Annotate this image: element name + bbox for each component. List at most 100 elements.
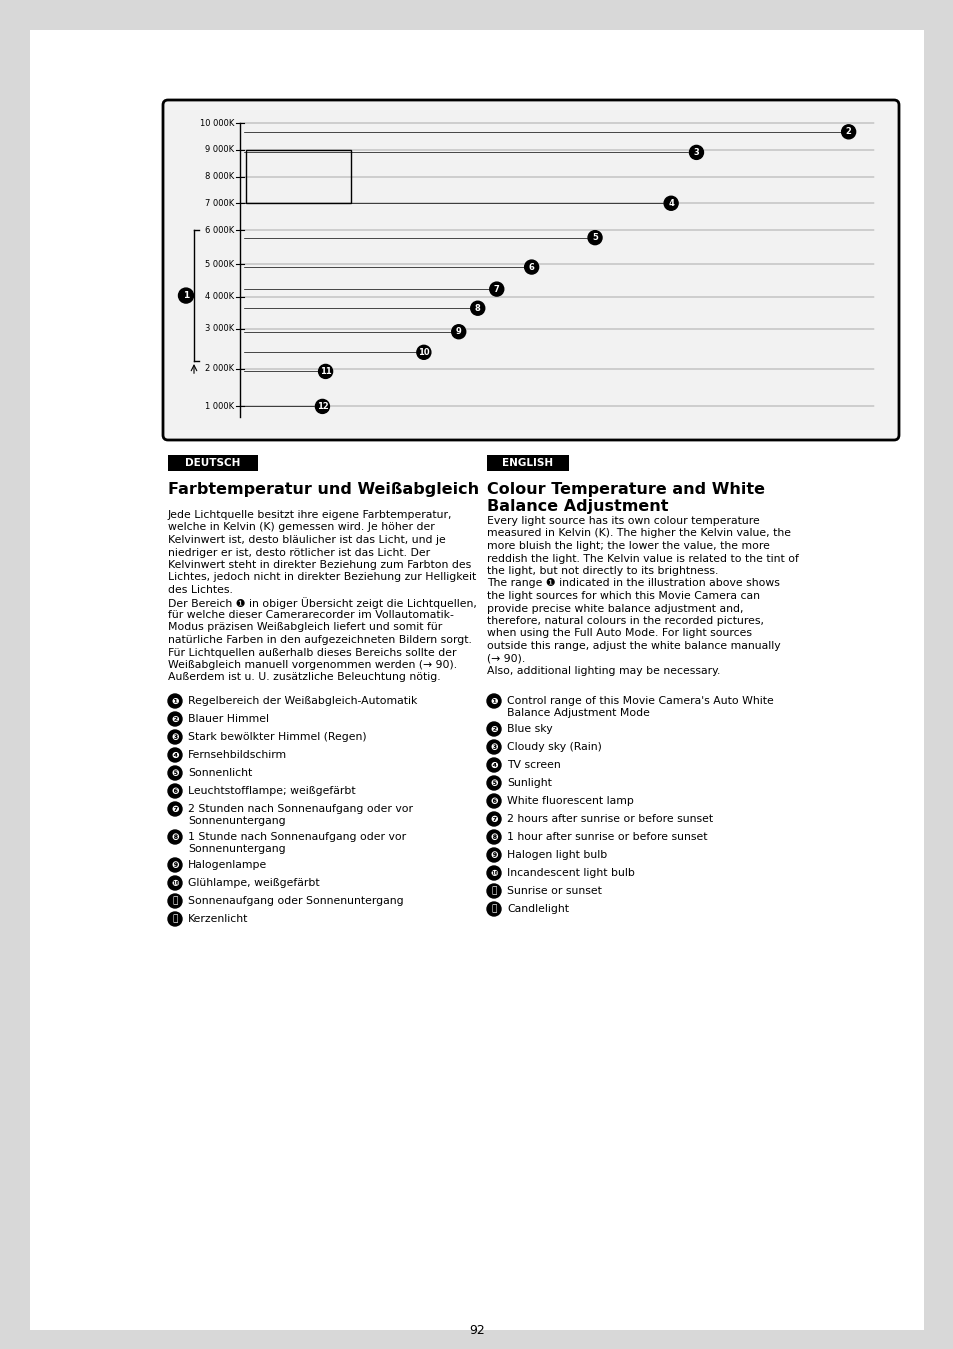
Text: outside this range, adjust the white balance manually: outside this range, adjust the white bal…: [486, 641, 780, 652]
Text: Kelvinwert ist, desto bläulicher ist das Licht, und je: Kelvinwert ist, desto bläulicher ist das…: [168, 536, 445, 545]
Text: ❽: ❽: [171, 832, 178, 842]
Text: DEUTSCH: DEUTSCH: [185, 459, 240, 468]
Text: Also, additional lighting may be necessary.: Also, additional lighting may be necessa…: [486, 666, 720, 676]
Text: ❼: ❼: [490, 815, 497, 823]
Text: ❼: ❼: [171, 804, 178, 813]
Text: 1 000K: 1 000K: [205, 402, 233, 411]
Circle shape: [486, 795, 500, 808]
Circle shape: [168, 712, 182, 726]
Text: 10: 10: [417, 348, 429, 357]
Text: Regelbereich der Weißabgleich-Automatik: Regelbereich der Weißabgleich-Automatik: [188, 696, 417, 706]
Text: 2: 2: [844, 127, 851, 136]
Text: Sonnenlicht: Sonnenlicht: [188, 768, 252, 778]
Text: 11: 11: [319, 367, 331, 376]
Text: 4: 4: [667, 198, 674, 208]
Circle shape: [689, 146, 702, 159]
Text: Für Lichtquellen außerhalb dieses Bereichs sollte der: Für Lichtquellen außerhalb dieses Bereic…: [168, 648, 456, 657]
Text: ❷: ❷: [171, 715, 178, 723]
Text: 5: 5: [592, 233, 598, 243]
Text: Halogenlampe: Halogenlampe: [188, 861, 267, 870]
Text: The range ❶ indicated in the illustration above shows: The range ❶ indicated in the illustratio…: [486, 579, 779, 588]
Text: Candlelight: Candlelight: [506, 904, 568, 915]
Text: 5 000K: 5 000K: [205, 259, 233, 268]
Text: therefore, natural colours in the recorded pictures,: therefore, natural colours in the record…: [486, 616, 763, 626]
Bar: [486, 455, 568, 471]
Text: Every light source has its own colour temperature: Every light source has its own colour te…: [486, 517, 759, 526]
Text: provide precise white balance adjustment and,: provide precise white balance adjustment…: [486, 603, 742, 614]
Text: Der Bereich ❶ in obiger Übersicht zeigt die Lichtquellen,: Der Bereich ❶ in obiger Übersicht zeigt …: [168, 598, 476, 610]
Text: ❻: ❻: [490, 796, 497, 805]
Text: Ⓘ: Ⓘ: [491, 904, 497, 913]
Circle shape: [168, 693, 182, 708]
Text: 7 000K: 7 000K: [205, 198, 233, 208]
Text: Control range of this Movie Camera's Auto White: Control range of this Movie Camera's Aut…: [506, 696, 773, 706]
Circle shape: [486, 812, 500, 826]
Text: Stark bewölkter Himmel (Regen): Stark bewölkter Himmel (Regen): [188, 733, 366, 742]
Circle shape: [486, 741, 500, 754]
Text: 92: 92: [469, 1323, 484, 1337]
Text: the light, but not directly to its brightness.: the light, but not directly to its brigh…: [486, 567, 718, 576]
Text: 2 hours after sunrise or before sunset: 2 hours after sunrise or before sunset: [506, 813, 713, 824]
Circle shape: [168, 730, 182, 745]
Circle shape: [318, 364, 333, 379]
Bar: [246, 150, 351, 204]
Text: niedriger er ist, desto rötlicher ist das Licht. Der: niedriger er ist, desto rötlicher ist da…: [168, 548, 430, 557]
Text: 9: 9: [456, 328, 461, 336]
Text: the light sources for which this Movie Camera can: the light sources for which this Movie C…: [486, 591, 760, 602]
Text: Kelvinwert steht in direkter Beziehung zum Farbton des: Kelvinwert steht in direkter Beziehung z…: [168, 560, 471, 571]
Text: natürliche Farben in den aufgezeichneten Bildern sorgt.: natürliche Farben in den aufgezeichneten…: [168, 635, 472, 645]
Text: ❽: ❽: [490, 832, 497, 842]
Text: ❸: ❸: [171, 733, 178, 742]
Text: measured in Kelvin (K). The higher the Kelvin value, the: measured in Kelvin (K). The higher the K…: [486, 529, 790, 538]
Circle shape: [416, 345, 431, 359]
Text: when using the Full Auto Mode. For light sources: when using the Full Auto Mode. For light…: [486, 629, 751, 638]
Circle shape: [470, 301, 484, 316]
Circle shape: [178, 289, 193, 304]
Text: Modus präzisen Weißabgleich liefert und somit für: Modus präzisen Weißabgleich liefert und …: [168, 622, 442, 633]
Bar: [168, 455, 257, 471]
Circle shape: [168, 830, 182, 844]
Circle shape: [841, 125, 855, 139]
Text: (→ 90).: (→ 90).: [486, 653, 525, 664]
Text: Blauer Himmel: Blauer Himmel: [188, 714, 269, 724]
Text: 6 000K: 6 000K: [205, 225, 233, 235]
Text: Ⓗ: Ⓗ: [491, 886, 497, 896]
Text: ❾: ❾: [490, 850, 497, 859]
Circle shape: [486, 758, 500, 772]
FancyBboxPatch shape: [163, 100, 898, 440]
Text: Incandescent light bulb: Incandescent light bulb: [506, 867, 634, 878]
Circle shape: [168, 766, 182, 780]
Text: welche in Kelvin (K) gemessen wird. Je höher der: welche in Kelvin (K) gemessen wird. Je h…: [168, 522, 435, 533]
Text: 6: 6: [528, 263, 534, 271]
Circle shape: [168, 803, 182, 816]
Text: ❿: ❿: [490, 869, 497, 877]
Text: Colour Temperature and White: Colour Temperature and White: [486, 482, 764, 496]
Circle shape: [663, 196, 678, 210]
Circle shape: [168, 894, 182, 908]
Text: 4 000K: 4 000K: [205, 293, 233, 301]
Text: ❹: ❹: [171, 750, 178, 759]
Text: Kerzenlicht: Kerzenlicht: [188, 915, 248, 924]
Text: ❷: ❷: [490, 724, 497, 734]
Text: Jede Lichtquelle besitzt ihre eigene Farbtemperatur,: Jede Lichtquelle besitzt ihre eigene Far…: [168, 510, 452, 519]
Circle shape: [486, 776, 500, 791]
Text: für welche dieser Camerarecorder im Vollautomatik-: für welche dieser Camerarecorder im Voll…: [168, 610, 454, 621]
Circle shape: [452, 325, 465, 339]
Text: Sonnenaufgang oder Sonnenuntergang: Sonnenaufgang oder Sonnenuntergang: [188, 896, 403, 907]
Text: Balance Adjustment: Balance Adjustment: [486, 499, 668, 514]
Text: ❾: ❾: [171, 861, 178, 870]
Text: Leuchtstofflampe; weißgefärbt: Leuchtstofflampe; weißgefärbt: [188, 786, 355, 796]
Text: Fernsehbildschirm: Fernsehbildschirm: [188, 750, 287, 759]
Text: ❻: ❻: [171, 786, 178, 796]
Circle shape: [486, 866, 500, 880]
Text: 1 Stunde nach Sonnenaufgang oder vor: 1 Stunde nach Sonnenaufgang oder vor: [188, 832, 406, 842]
Text: Ⓘ: Ⓘ: [172, 915, 177, 924]
Text: 1 hour after sunrise or before sunset: 1 hour after sunrise or before sunset: [506, 832, 707, 842]
Text: Sonnenuntergang: Sonnenuntergang: [188, 816, 285, 826]
Text: 8 000K: 8 000K: [205, 173, 233, 181]
Text: 7: 7: [494, 285, 499, 294]
Text: White fluorescent lamp: White fluorescent lamp: [506, 796, 633, 805]
Text: ❶: ❶: [490, 696, 497, 706]
Text: ❹: ❹: [490, 761, 497, 769]
Circle shape: [489, 282, 503, 297]
